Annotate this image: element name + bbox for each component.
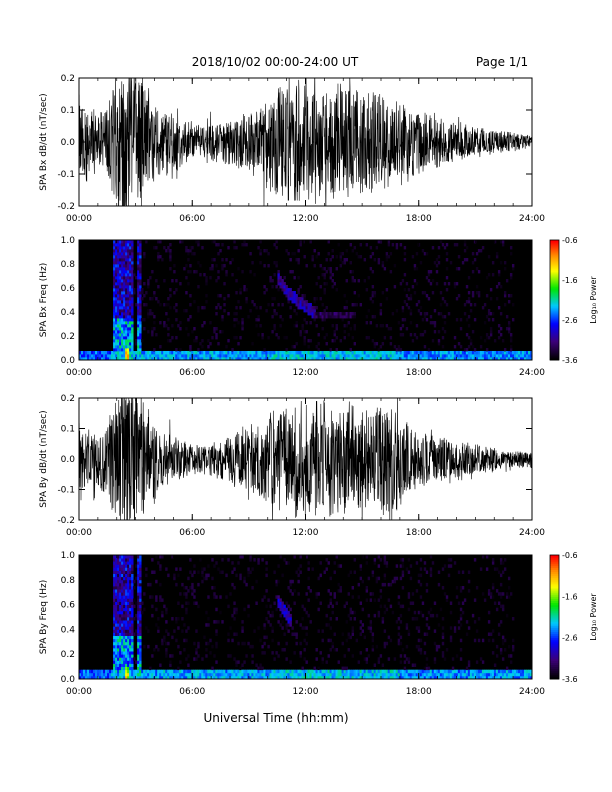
colorbar-label: Log₁₀ Power xyxy=(589,593,598,641)
y-tick-label: 0.1 xyxy=(61,425,75,435)
y-tick-label: -0.1 xyxy=(57,486,75,496)
colorbar-tick-label: -2.6 xyxy=(562,634,578,643)
colorbar-frame xyxy=(549,239,560,361)
panel-2-spectrogram: -0.6 -1.6 -2.6 -3.6 Log₁₀ Power 00:00 06:00 12:… xyxy=(39,236,598,378)
x-tick-label: 18:00 xyxy=(406,687,432,697)
colorbar-tick-label: -1.6 xyxy=(562,276,578,285)
colorbar-tick-label: -0.6 xyxy=(562,236,578,245)
y-tick-label: 0.0 xyxy=(61,138,76,148)
y-tick-label: 1.0 xyxy=(61,236,76,246)
y-tick-label: -0.2 xyxy=(57,516,75,526)
y-tick-label: 0.6 xyxy=(61,284,76,294)
y-axis-label: SPA Bx Freq (Hz) xyxy=(39,263,49,338)
plot-frame xyxy=(78,239,533,361)
y-axis-label: SPA By Freq (Hz) xyxy=(39,580,49,655)
panels: 00:00 06:00 12:00 18:00 24:00 -0.2 -0.1 0.0 0.1 0… xyxy=(39,74,598,697)
y-tick-label: -0.2 xyxy=(57,202,75,212)
y-tick-label: 0.1 xyxy=(61,106,75,116)
x-tick-label: 00:00 xyxy=(66,687,92,697)
page-number: Page 1/1 xyxy=(476,55,528,69)
y-tick-label: 0.4 xyxy=(61,308,76,318)
colorbar: -0.6 -1.6 -2.6 -3.6 Log₁₀ Power xyxy=(549,551,598,684)
spectrogram-cells xyxy=(79,240,533,361)
y-axis-label: SPA Bx dB/dt (nT/sec) xyxy=(39,93,49,190)
page-title: 2018/10/02 00:00-24:00 UT xyxy=(192,55,359,69)
colorbar-label: Log₁₀ Power xyxy=(589,276,598,324)
plot-frame xyxy=(78,77,533,207)
x-tick-label: 12:00 xyxy=(293,214,319,224)
y-tick-label: 0.8 xyxy=(61,260,76,270)
x-tick-label: 24:00 xyxy=(519,687,545,697)
colorbar-frame xyxy=(549,554,560,680)
colorbar-tick-label: -1.6 xyxy=(562,592,578,601)
x-tick-label: 06:00 xyxy=(179,687,205,697)
y-tick-label: 1.0 xyxy=(61,551,76,561)
plot-frame xyxy=(78,554,533,680)
colorbar-tick-label: -0.6 xyxy=(562,551,578,560)
x-tick-label: 12:00 xyxy=(293,687,319,697)
panel-4-spectrogram: -0.6 -1.6 -2.6 -3.6 Log₁₀ Power 00:00 06:00 12:… xyxy=(39,551,598,697)
x-tick-label: 24:00 xyxy=(519,368,545,378)
x-tick-label: 00:00 xyxy=(66,368,92,378)
x-tick-label: 24:00 xyxy=(519,528,545,538)
x-tick-label: 06:00 xyxy=(179,368,205,378)
colorbar-tick-label: -3.6 xyxy=(562,675,578,684)
x-tick-label: 06:00 xyxy=(179,528,205,538)
x-tick-label: 18:00 xyxy=(406,214,432,224)
y-tick-label: 0.6 xyxy=(61,601,76,611)
y-tick-label: 0.2 xyxy=(61,74,75,84)
x-tick-label: 24:00 xyxy=(519,214,545,224)
x-tick-label: 18:00 xyxy=(406,528,432,538)
y-tick-label: -0.1 xyxy=(57,170,75,180)
x-tick-label: 12:00 xyxy=(293,368,319,378)
x-tick-label: 00:00 xyxy=(66,528,92,538)
y-tick-label: 0.8 xyxy=(61,576,76,586)
y-tick-label: 0.4 xyxy=(61,625,76,635)
colorbar-tick-label: -2.6 xyxy=(562,316,578,325)
x-tick-label: 18:00 xyxy=(406,368,432,378)
y-tick-label: 0.0 xyxy=(61,675,76,685)
y-tick-label: 0.2 xyxy=(61,650,75,660)
waveform-trace xyxy=(79,398,532,520)
plot-frame xyxy=(78,397,533,521)
colorbar-tick-label: -3.6 xyxy=(562,356,578,365)
waveform-trace xyxy=(79,78,532,206)
colorbar: -0.6 -1.6 -2.6 -3.6 Log₁₀ Power xyxy=(549,236,598,365)
y-tick-label: 0.0 xyxy=(61,356,76,366)
x-tick-label: 06:00 xyxy=(179,214,205,224)
panel-3-waveform: 00:00 06:00 12:00 18:00 24:00 -0.2 -0.1 0.0 0.1 0… xyxy=(39,394,545,538)
x-tick-label: 00:00 xyxy=(66,214,92,224)
spectrogram-cells xyxy=(79,555,533,680)
y-tick-label: 0.0 xyxy=(61,455,76,465)
y-tick-label: 0.2 xyxy=(61,394,75,404)
panel-1-waveform: 00:00 06:00 12:00 18:00 24:00 -0.2 -0.1 0.0 0.1 0… xyxy=(39,74,545,224)
y-tick-label: 0.2 xyxy=(61,332,75,342)
x-axis-title: Universal Time (hh:mm) xyxy=(203,711,348,725)
y-axis-label: SPA By dB/dt (nT/sec) xyxy=(39,410,49,507)
x-tick-label: 12:00 xyxy=(293,528,319,538)
